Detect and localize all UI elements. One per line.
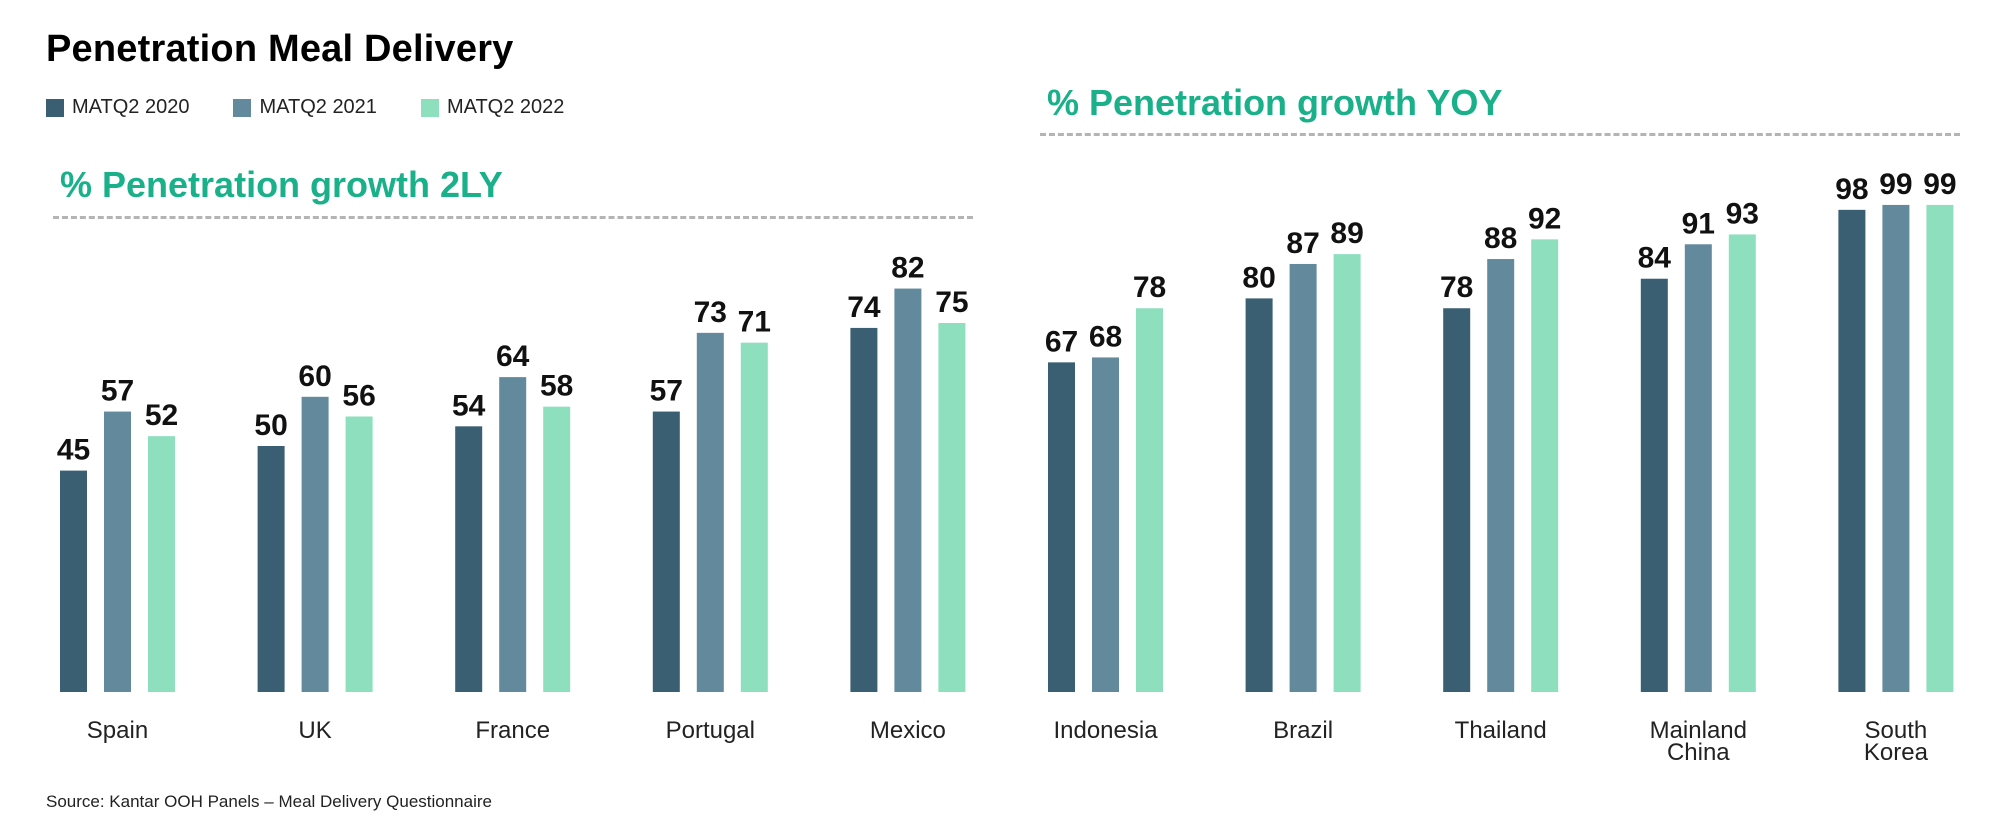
data-label: 68	[1089, 320, 1122, 353]
bar	[543, 406, 571, 692]
data-label: 73	[694, 296, 727, 329]
bar	[455, 426, 483, 692]
data-label: 82	[891, 252, 924, 285]
data-label: 88	[1484, 222, 1517, 255]
bar	[1333, 254, 1361, 692]
bar	[1882, 204, 1910, 693]
bar	[301, 396, 329, 692]
category-label: Portugal	[666, 717, 755, 744]
bar	[938, 323, 966, 692]
source-note: Source: Kantar OOH Panels – Meal Deliver…	[46, 792, 492, 811]
bar	[257, 446, 285, 692]
data-label: 57	[650, 375, 683, 408]
legend-label: MATQ2 2021	[259, 96, 377, 118]
data-label: 57	[101, 375, 134, 408]
bar	[1728, 234, 1756, 692]
bar	[740, 342, 768, 692]
data-label: 87	[1286, 227, 1319, 260]
legend-swatch	[420, 98, 439, 117]
category-label: Indonesia	[1053, 717, 1158, 744]
data-label: 89	[1330, 217, 1363, 250]
data-label: 84	[1638, 242, 1672, 275]
dashed-divider-yoy	[1040, 133, 1960, 136]
bar	[850, 327, 878, 692]
data-label: 58	[540, 370, 573, 403]
category-label: South	[1865, 717, 1928, 744]
data-label: 74	[847, 291, 881, 324]
category-label: Brazil	[1273, 717, 1333, 744]
bar	[1487, 259, 1515, 692]
legend-item: MATQ2 2020	[46, 96, 189, 119]
bar	[1136, 308, 1163, 692]
bar	[104, 411, 131, 692]
data-label: 54	[452, 389, 486, 422]
legend-label: MATQ2 2020	[72, 96, 190, 118]
bar	[499, 377, 527, 692]
data-label: 93	[1726, 197, 1759, 230]
legend-swatch	[233, 98, 252, 117]
legend-label: MATQ2 2022	[446, 96, 565, 118]
bar	[1926, 204, 1954, 693]
data-label: 91	[1682, 207, 1715, 240]
section-heading-yoy: % Penetration growth YOY	[1047, 82, 1503, 123]
bar	[1092, 357, 1119, 692]
data-label: 52	[145, 399, 178, 432]
legend-swatch	[46, 98, 64, 117]
legend-item: MATQ2 2021	[233, 96, 377, 119]
data-label: 78	[1133, 271, 1166, 304]
data-label: 99	[1923, 168, 1956, 201]
bar	[1289, 263, 1317, 692]
category-label: Spain	[87, 717, 148, 744]
data-label: 98	[1835, 173, 1868, 206]
legend-item: MATQ2 2022	[420, 96, 565, 119]
bar	[345, 416, 373, 692]
data-label: 67	[1045, 325, 1078, 358]
bar	[652, 411, 680, 692]
bar	[1531, 239, 1559, 693]
bar	[1838, 209, 1866, 692]
bar	[1048, 362, 1075, 692]
data-label: 80	[1242, 261, 1275, 294]
data-label: 71	[738, 306, 771, 339]
category-label: France	[475, 717, 550, 744]
data-label: 60	[298, 360, 331, 393]
dashed-divider-2ly	[53, 216, 973, 219]
category-label: Thailand	[1455, 717, 1547, 744]
legend: MATQ2 2020 MATQ2 2021 MATQ2 2022	[46, 96, 564, 119]
bar	[148, 436, 175, 692]
data-label: 64	[496, 340, 530, 373]
category-label: Mainland	[1650, 717, 1747, 744]
data-label: 56	[342, 379, 375, 412]
data-label: 99	[1879, 168, 1912, 201]
data-label: 50	[254, 409, 287, 442]
bar	[1640, 278, 1668, 692]
bar	[894, 288, 922, 692]
bar	[1684, 244, 1712, 692]
bar	[60, 470, 87, 692]
data-label: 75	[935, 286, 968, 319]
data-label: 78	[1440, 271, 1473, 304]
bar	[696, 332, 724, 692]
category-label: UK	[298, 717, 331, 744]
data-label: 45	[57, 434, 90, 467]
data-label: 92	[1528, 202, 1561, 235]
section-heading-2ly: % Penetration growth 2LY	[60, 164, 503, 205]
chart-title: Penetration Meal Delivery	[46, 28, 514, 70]
category-label: Korea	[1864, 739, 1929, 766]
bar	[1443, 308, 1471, 692]
bar	[1245, 298, 1273, 692]
category-label: China	[1667, 739, 1730, 766]
category-label: Mexico	[870, 717, 946, 744]
